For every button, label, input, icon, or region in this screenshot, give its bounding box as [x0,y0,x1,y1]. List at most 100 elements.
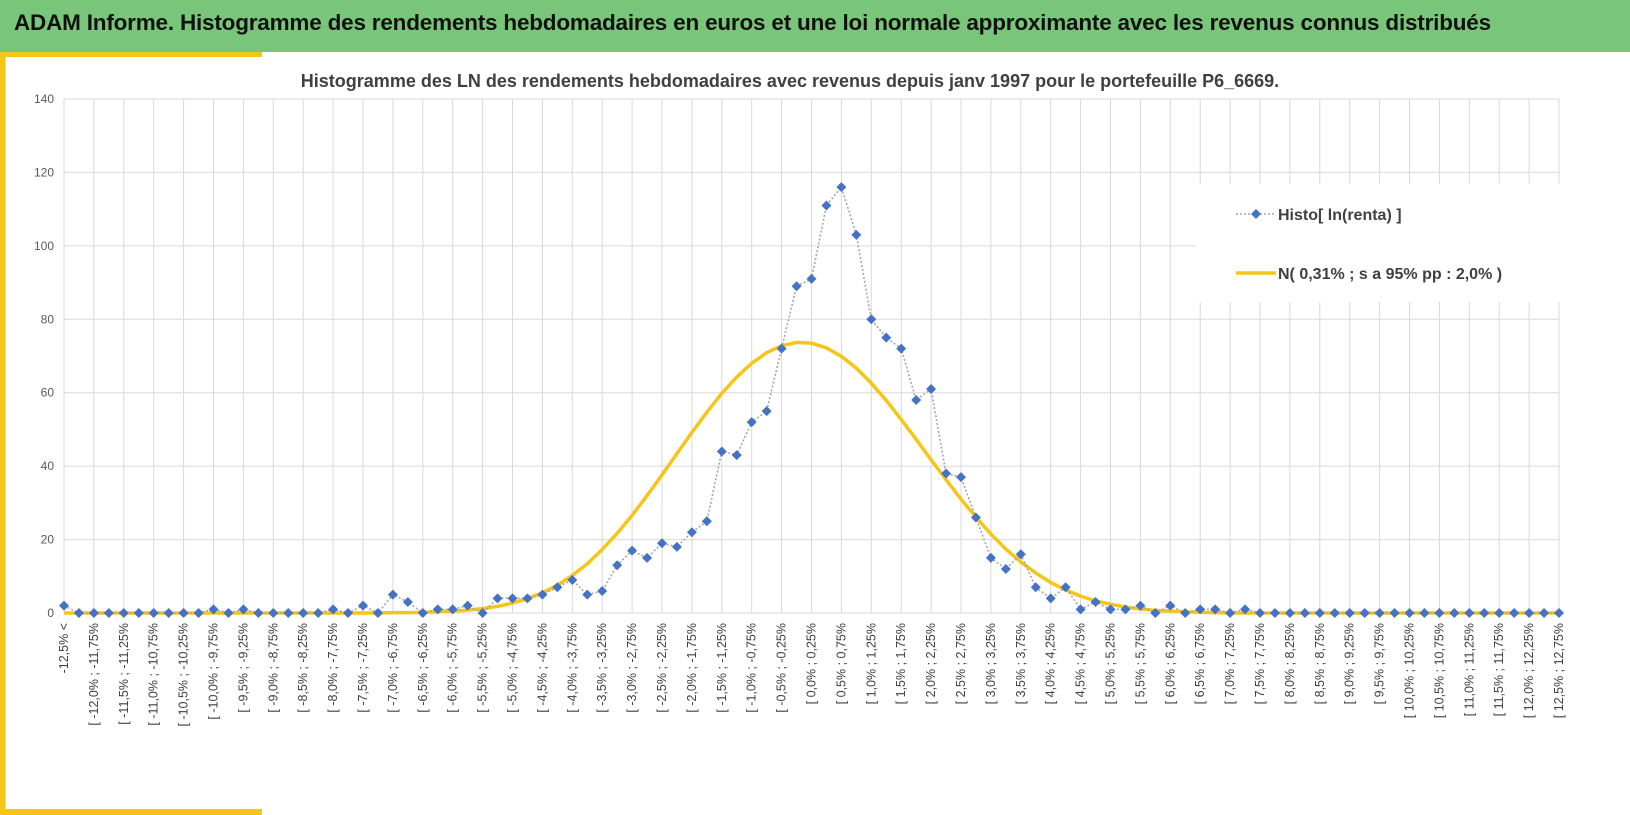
x-tick-label: [ 11,0% ; 11,25% [1462,623,1476,716]
legend-label-histo: Histo[ ln(renta) ] [1278,207,1402,224]
report-title: ADAM Informe. Histogramme des rendements… [14,10,1491,35]
histogram-point [1464,608,1475,618]
histogram-point [372,608,383,618]
x-tick-label: [ -10,5% ; -10,25% [177,623,191,727]
x-tick-label: [ 6,5% ; 6,75% [1193,623,1207,704]
histogram-point [447,604,458,615]
histogram-point [1195,604,1206,615]
histogram-point [851,229,862,240]
x-tick-label: [ -9,0% ; -8,75% [266,623,280,713]
histogram-point [477,608,488,618]
histogram-point [1090,596,1101,607]
x-tick-label: [ -0,5% ; -0,25% [775,623,789,713]
x-tick-label: [ -12,0% ; -11,75% [87,623,101,726]
histogram-point [118,608,129,618]
histogram-point [1060,582,1071,593]
histogram-point [642,552,653,563]
histogram-point [103,608,114,618]
x-tick-label: [ 7,5% ; 7,75% [1253,623,1267,704]
x-tick-label: [ -7,0% ; -6,75% [386,623,400,713]
histogram-point [1135,600,1146,611]
histogram-point [657,538,667,549]
histogram-point [1255,608,1265,618]
y-tick-label: 40 [41,459,55,473]
histogram-point [148,608,159,618]
histogram-point [1225,608,1236,618]
chart-series [59,182,1564,618]
x-tick-label: [ 1,0% ; 1,25% [864,623,878,704]
histogram-point [1015,549,1026,560]
histogram-point [208,604,219,615]
x-tick-label: [ 2,5% ; 2,75% [954,623,968,704]
accent-bar-top [0,52,262,57]
x-tick-label: [ -2,5% ; -2,25% [655,623,669,713]
histogram-point [432,604,443,615]
histogram-point [1000,563,1011,574]
histogram-point [1165,600,1176,611]
histogram-point [507,593,518,604]
x-tick-label: [ -8,5% ; -8,25% [296,623,310,713]
chart-legend: Histo[ ln(renta) ] N( 0,31% ; s a 95% pp… [1196,184,1586,302]
histogram-point [1374,608,1385,618]
histogram-point [88,608,99,618]
x-tick-label: -12,5% < [57,623,71,673]
x-axis-ticks: -12,5% < [ -12,0% ; -11,75% [ -11,5% ; -11… [57,623,1566,727]
histogram-point [1344,608,1355,618]
histogram-point [1389,608,1400,618]
x-tick-label: [ 11,5% ; 11,75% [1492,623,1506,716]
x-tick-label: [ -7,5% ; -7,25% [356,623,370,713]
x-tick-label: [ 5,5% ; 5,75% [1133,623,1147,704]
histogram-point [193,608,204,618]
x-tick-label: [ -4,5% ; -4,25% [535,623,549,713]
y-tick-label: 120 [34,165,54,179]
histogram-point [627,545,638,556]
x-tick-label: [ -2,0% ; -1,75% [685,623,699,713]
x-tick-label: [ -8,0% ; -7,75% [326,623,340,713]
histogram-point [1075,604,1086,615]
histogram-point [597,585,608,596]
histogram-point [1524,608,1535,618]
histogram-point [1314,608,1325,618]
histogram-point [387,589,398,600]
x-tick-label: [ 3,0% ; 3,25% [984,623,998,704]
histogram-chart: Histogramme des LN des rendements hebdom… [34,71,1586,727]
accent-bar-bottom [0,809,262,815]
histogram-point [223,608,234,618]
histogram-point [716,446,727,457]
histogram-point [1404,608,1415,618]
histogram-point [313,608,324,618]
x-tick-label: [ 4,5% ; 4,75% [1074,623,1088,704]
x-tick-label: [ -5,0% ; -4,75% [506,623,520,713]
legend-label-normal: N( 0,31% ; s a 95% pp : 2,0% ) [1278,266,1502,283]
histogram-point [686,527,697,538]
x-tick-label: [ -11,5% ; -11,25% [117,623,131,725]
x-tick-label: [ 5,0% ; 5,25% [1104,623,1118,704]
x-tick-label: [ -6,5% ; -6,25% [416,623,430,713]
y-tick-label: 20 [41,533,55,547]
histogram-point [462,600,473,611]
x-tick-label: [ 8,5% ; 8,75% [1313,623,1327,704]
histogram-point [567,574,578,585]
x-tick-label: [ -6,0% ; -5,75% [446,623,460,713]
histogram-point [1120,604,1131,615]
histogram-point [522,593,533,604]
histogram-point [941,468,952,479]
histogram-point [358,600,368,611]
x-tick-label: [ 0,5% ; 0,75% [834,623,848,704]
histogram-point [163,608,174,618]
histogram-point [926,384,937,395]
chart-title: Histogramme des LN des rendements hebdom… [301,71,1279,91]
histogram-point [582,589,593,600]
histogram-point [746,417,757,428]
histogram-point [1479,608,1490,618]
histogram-point [73,608,84,618]
histogram-point [761,406,772,417]
x-tick-label: [ -10,0% ; -9,75% [207,623,221,720]
histogram-point [1284,608,1295,618]
histogram-point [59,600,69,611]
x-tick-label: [ 1,5% ; 1,75% [894,623,908,704]
histogram-point [1299,608,1310,618]
histogram-point [268,608,279,618]
x-tick-label: [ 10,0% ; 10,25% [1403,623,1417,718]
histogram-point [612,560,623,571]
